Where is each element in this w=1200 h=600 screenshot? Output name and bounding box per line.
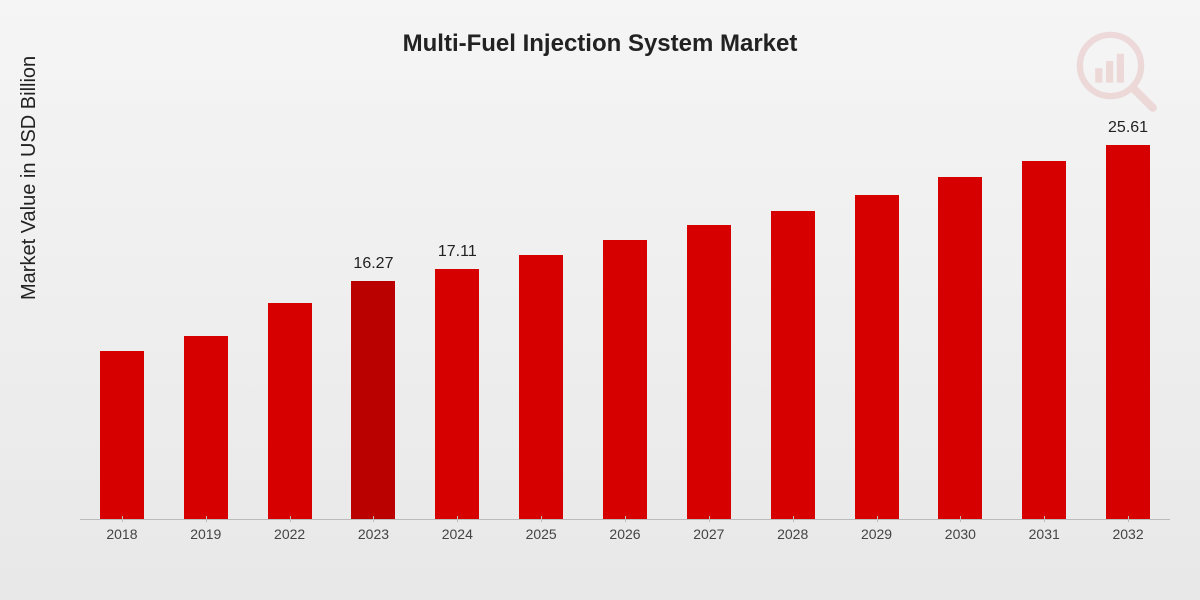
bar bbox=[100, 351, 144, 519]
bar-slot: 25.61 bbox=[1086, 110, 1170, 519]
x-axis-tick-label: 2027 bbox=[667, 520, 751, 550]
x-axis-labels: 2018201920222023202420252026202720282029… bbox=[80, 520, 1170, 550]
bar bbox=[435, 269, 479, 519]
x-axis-tick-label: 2032 bbox=[1086, 520, 1170, 550]
chart-title: Multi-Fuel Injection System Market bbox=[0, 0, 1200, 58]
watermark-logo-icon bbox=[1070, 25, 1160, 115]
bar bbox=[687, 225, 731, 519]
x-axis-tick-label: 2031 bbox=[1002, 520, 1086, 550]
bar-slot bbox=[667, 110, 751, 519]
bar bbox=[351, 281, 395, 519]
bar bbox=[1022, 161, 1066, 519]
y-axis-label: Market Value in USD Billion bbox=[18, 56, 41, 300]
bar-value-label: 16.27 bbox=[353, 255, 393, 275]
x-axis-tick-label: 2026 bbox=[583, 520, 667, 550]
x-axis-tick-label: 2030 bbox=[918, 520, 1002, 550]
bar-slot bbox=[1002, 110, 1086, 519]
x-axis-tick-label: 2028 bbox=[751, 520, 835, 550]
bar bbox=[771, 211, 815, 519]
bar-slot: 16.27 bbox=[332, 110, 416, 519]
bar bbox=[268, 303, 312, 519]
bar bbox=[184, 336, 228, 519]
x-axis-tick-label: 2024 bbox=[415, 520, 499, 550]
x-axis-tick-label: 2025 bbox=[499, 520, 583, 550]
bar-slot bbox=[80, 110, 164, 519]
bar-slot bbox=[499, 110, 583, 519]
bar-slot bbox=[583, 110, 667, 519]
x-axis-tick-label: 2022 bbox=[248, 520, 332, 550]
x-axis-tick-label: 2018 bbox=[80, 520, 164, 550]
bar-slot bbox=[918, 110, 1002, 519]
x-axis-tick-label: 2019 bbox=[164, 520, 248, 550]
bar-value-label: 25.61 bbox=[1108, 119, 1148, 139]
bar bbox=[519, 255, 563, 519]
bar-slot: 17.11 bbox=[415, 110, 499, 519]
bar bbox=[938, 177, 982, 519]
bars-container: 16.27 17.11 25.61 bbox=[80, 110, 1170, 520]
bar-value-label: 17.11 bbox=[438, 243, 477, 263]
plot-area: 16.27 17.11 25.61 201820192022202320242025… bbox=[80, 110, 1170, 550]
bar-slot bbox=[164, 110, 248, 519]
bar-slot bbox=[248, 110, 332, 519]
bar bbox=[1106, 145, 1150, 519]
x-axis-tick-label: 2029 bbox=[835, 520, 919, 550]
bar-slot bbox=[751, 110, 835, 519]
bar bbox=[603, 240, 647, 519]
bar bbox=[855, 195, 899, 519]
x-axis-tick-label: 2023 bbox=[332, 520, 416, 550]
bar-slot bbox=[835, 110, 919, 519]
